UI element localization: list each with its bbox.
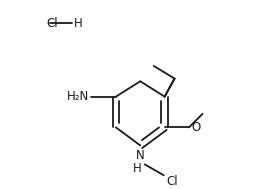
Text: Cl: Cl <box>47 17 59 30</box>
Text: O: O <box>191 121 201 134</box>
Text: H₂N: H₂N <box>67 90 89 103</box>
Text: N: N <box>136 149 145 162</box>
Text: H: H <box>133 162 142 175</box>
Text: Cl: Cl <box>166 175 178 188</box>
Text: H: H <box>74 17 83 30</box>
